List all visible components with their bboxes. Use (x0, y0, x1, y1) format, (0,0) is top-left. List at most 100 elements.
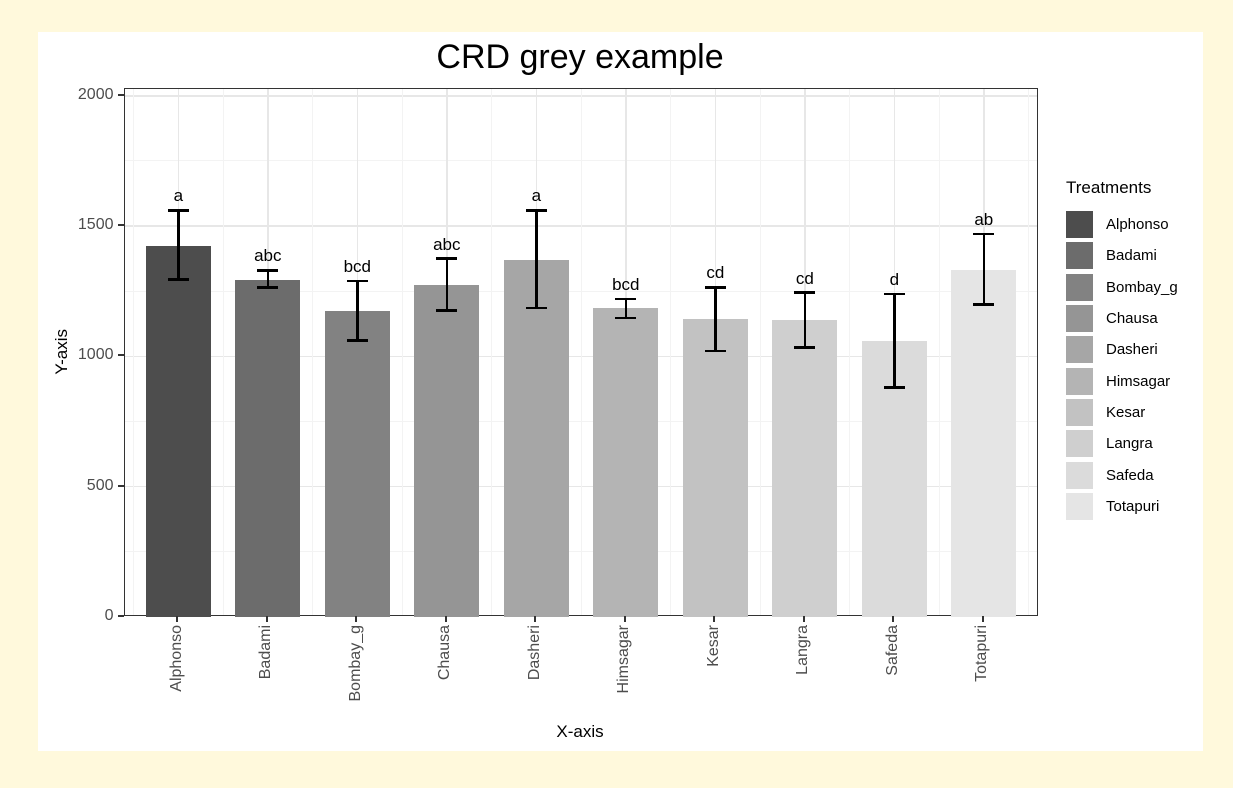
error-bar-cap-bottom (883, 386, 905, 389)
chart-title: CRD grey example (436, 38, 724, 76)
y-tick-label: 2000 (77, 85, 114, 103)
x-tick-label-himsagar: Himsagar (615, 625, 633, 694)
error-bar-cap-bottom (346, 339, 368, 343)
error-bar-cap-bottom (973, 302, 995, 306)
error-bar-cap-bottom (436, 309, 458, 313)
x-minor-gridline (491, 88, 493, 615)
error-bar-cap-bottom (704, 349, 726, 353)
legend-label: Safeda (1106, 466, 1154, 484)
legend-key-swatch (1066, 461, 1093, 489)
sig-letter: cd (795, 268, 814, 288)
x-tick-label-dasheri: Dasheri (525, 625, 543, 681)
y-tick-mark (117, 615, 124, 617)
x-tick-label-safeda: Safeda (883, 625, 901, 676)
error-bar-cap-top (525, 209, 547, 212)
legend-label: Alphonso (1106, 216, 1169, 234)
x-minor-gridline (401, 88, 403, 615)
bar-badami (235, 279, 301, 617)
x-tick-label-totapuri: Totapuri (973, 625, 991, 682)
y-major-gridline (124, 355, 1037, 358)
legend-row: Safeda (1066, 459, 1178, 490)
bar-himsagar (593, 308, 659, 617)
x-minor-gridline (670, 88, 672, 615)
bar-chausa (414, 284, 480, 617)
y-minor-gridline (124, 290, 1037, 292)
error-bar-line (445, 258, 449, 311)
x-minor-gridline (1028, 88, 1030, 615)
error-bar-line (535, 210, 538, 309)
x-tick-label-langra: Langra (794, 625, 812, 675)
legend-key-swatch (1066, 367, 1093, 395)
legend-key-swatch (1066, 273, 1093, 301)
error-bar-cap-top (615, 297, 637, 301)
error-bar-cap-top (883, 292, 905, 296)
error-bar-cap-top (794, 291, 816, 294)
y-tick-label: 1000 (77, 346, 114, 364)
legend-key-swatch (1066, 492, 1093, 520)
x-minor-gridline (938, 88, 940, 615)
sig-letter: bcd (343, 256, 372, 276)
legend-key-swatch (1066, 305, 1093, 333)
legend-label: Himsagar (1106, 372, 1171, 390)
x-tick-mark (892, 616, 895, 622)
x-tick-mark (534, 616, 537, 622)
error-bar-cap-top (167, 209, 189, 212)
x-minor-gridline (759, 88, 761, 615)
x-tick-mark (981, 616, 984, 622)
legend-items: Alphonso Badami Bombay_g Chausa Dasheri Himsa… (1066, 209, 1178, 522)
x-minor-gridline (133, 88, 135, 615)
legend-row: Alphonso (1066, 209, 1178, 240)
error-bar-line (624, 299, 628, 318)
legend-row: Totapuri (1066, 491, 1178, 522)
y-minor-gridline (124, 551, 1037, 553)
x-tick-label-bombay_g: Bombay_g (346, 625, 364, 702)
legend-row: Kesar (1066, 397, 1178, 428)
error-bar-cap-top (436, 257, 458, 260)
legend-row: Chausa (1066, 303, 1178, 334)
legend-title: Treatments (1066, 178, 1152, 197)
legend-row: Himsagar (1066, 365, 1178, 396)
error-bar-cap-top (346, 279, 368, 283)
y-tick-label: 500 (86, 476, 114, 494)
legend-key-swatch (1066, 336, 1093, 364)
x-tick-mark (355, 616, 358, 622)
y-tick-mark (117, 354, 124, 357)
y-tick-mark (117, 224, 124, 227)
bar-alphonso (145, 245, 211, 617)
y-tick-mark (117, 484, 124, 487)
x-minor-gridline (849, 88, 851, 615)
sig-letter: cd (706, 263, 725, 283)
y-major-gridline (124, 485, 1037, 488)
error-bar-cap-bottom (167, 278, 189, 281)
y-minor-gridline (124, 160, 1037, 162)
x-tick-label-chausa: Chausa (436, 625, 454, 681)
legend-row: Langra (1066, 428, 1178, 459)
y-major-gridline (124, 225, 1037, 227)
legend-label: Badami (1106, 247, 1157, 265)
legend-key-swatch (1066, 211, 1093, 239)
x-tick-label-alphonso: Alphonso (167, 625, 185, 692)
x-axis-title: X-axis (556, 722, 604, 741)
x-tick-label-kesar: Kesar (704, 625, 722, 667)
y-major-gridline (124, 94, 1037, 97)
error-bar-cap-bottom (615, 316, 637, 320)
x-tick-mark (802, 616, 805, 622)
legend-label: Chausa (1106, 310, 1158, 328)
error-bar-cap-bottom (794, 345, 816, 349)
legend-label: Totapuri (1106, 497, 1160, 515)
legend-label: Kesar (1106, 403, 1146, 421)
x-minor-gridline (580, 88, 582, 615)
legend-key-swatch (1066, 398, 1093, 426)
legend-row: Badami (1066, 240, 1178, 271)
x-tick-mark (623, 616, 626, 622)
bar-langra (772, 319, 838, 617)
y-tick-label: 0 (104, 607, 114, 624)
legend-row: Bombay_g (1066, 272, 1178, 303)
legend: Treatments Alphonso Badami Bombay_g Chausa D… (1066, 178, 1178, 522)
error-bar-line (266, 270, 270, 288)
x-tick-label-badami: Badami (257, 625, 275, 680)
error-bar-line (177, 210, 180, 280)
sig-letter: bcd (612, 275, 640, 295)
figure: CRD grey example Y-axis X-axis a abc bcd ab… (38, 32, 1203, 751)
